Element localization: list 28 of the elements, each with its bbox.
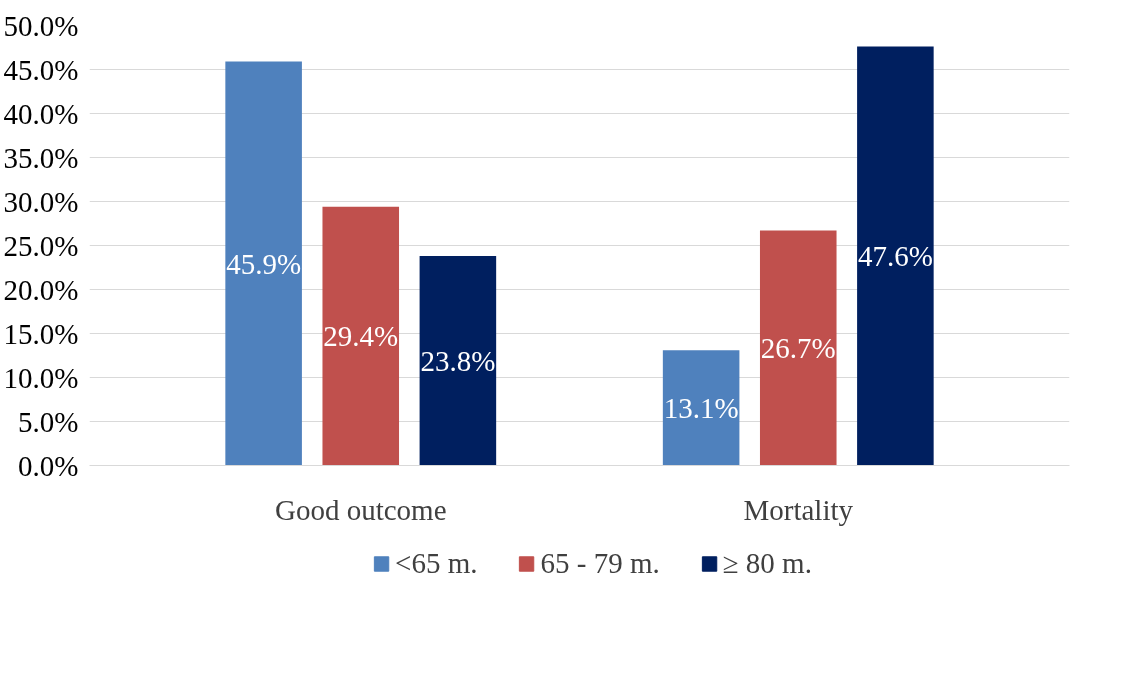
- legend-label: ≥ 80 m.: [722, 546, 812, 580]
- bar: [322, 206, 400, 466]
- data-label: 29.4%: [323, 320, 399, 353]
- data-label: 23.8%: [420, 344, 496, 377]
- x-tick-label: Mortality: [743, 493, 854, 526]
- data-label: 45.9%: [226, 247, 302, 280]
- y-tick-label: 20.0%: [3, 273, 79, 306]
- data-label: 26.7%: [760, 332, 836, 365]
- bar: [662, 350, 740, 466]
- y-tick-label: 35.0%: [3, 141, 79, 174]
- bar: [419, 256, 497, 466]
- y-tick-label: 10.0%: [3, 361, 79, 394]
- y-tick-label: 50.0%: [3, 9, 79, 42]
- x-tick-label: Good outcome: [274, 493, 447, 526]
- y-tick-label: 45.0%: [3, 53, 79, 86]
- data-label: 47.6%: [857, 240, 933, 273]
- y-tick-label: 5.0%: [18, 405, 79, 438]
- legend-label: 65 - 79 m.: [540, 546, 660, 580]
- y-tick-label: 40.0%: [3, 97, 79, 130]
- y-tick-label: 30.0%: [3, 185, 79, 218]
- data-label: 13.1%: [663, 391, 739, 424]
- y-tick-label: 25.0%: [3, 229, 79, 262]
- y-tick-label: 15.0%: [3, 317, 79, 350]
- bar: [857, 46, 934, 466]
- bar: [225, 61, 302, 466]
- legend-label: <65 m.: [395, 546, 478, 580]
- bar: [759, 230, 837, 466]
- y-tick-label: 0.0%: [18, 449, 79, 482]
